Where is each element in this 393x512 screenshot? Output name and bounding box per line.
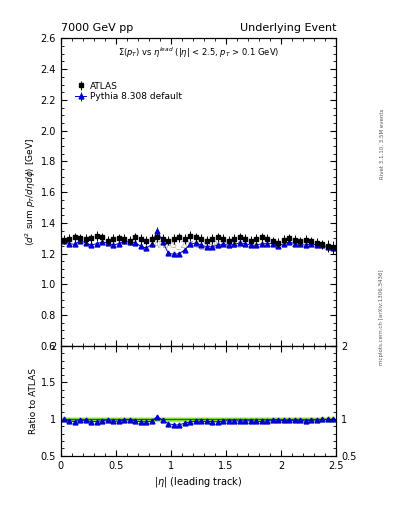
Y-axis label: $\langle d^2$ sum $p_T/d\eta d\phi\rangle$ [GeV]: $\langle d^2$ sum $p_T/d\eta d\phi\rangl… [23, 138, 38, 246]
X-axis label: $|\eta|$ (leading track): $|\eta|$ (leading track) [154, 475, 243, 489]
Y-axis label: Ratio to ATLAS: Ratio to ATLAS [29, 368, 38, 434]
Text: $\Sigma(p_T)$ vs $\eta^{lead}$ ($|\eta|$ < 2.5, $p_T$ > 0.1 GeV): $\Sigma(p_T)$ vs $\eta^{lead}$ ($|\eta|$… [118, 46, 279, 60]
Text: 7000 GeV pp: 7000 GeV pp [61, 23, 133, 33]
Legend: ATLAS, Pythia 8.308 default: ATLAS, Pythia 8.308 default [73, 80, 184, 103]
Text: ATLAS_2010_S8894728: ATLAS_2010_S8894728 [154, 240, 243, 249]
Text: Rivet 3.1.10, 3.5M events: Rivet 3.1.10, 3.5M events [380, 108, 384, 179]
Text: Underlying Event: Underlying Event [239, 23, 336, 33]
Text: mcplots.cern.ch [arXiv:1306.3436]: mcplots.cern.ch [arXiv:1306.3436] [380, 270, 384, 365]
